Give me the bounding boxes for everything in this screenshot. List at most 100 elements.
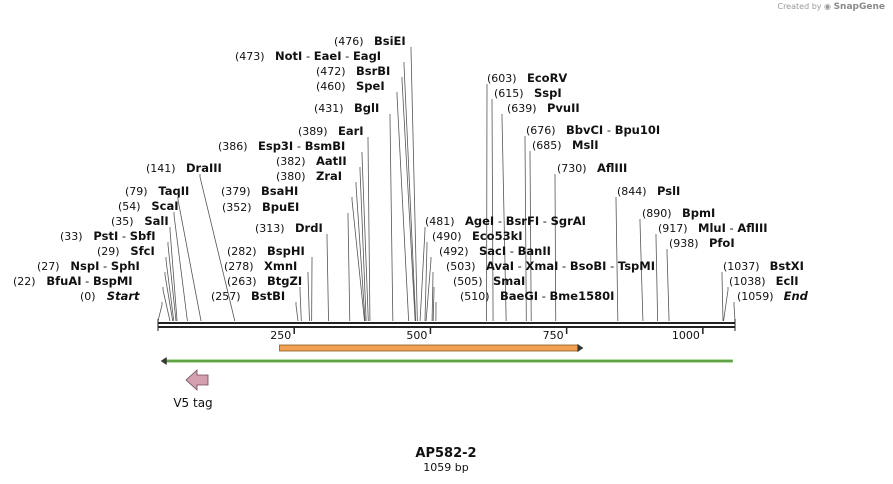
restriction-site[interactable]: (460) SpeI — [316, 79, 385, 93]
restriction-site[interactable]: (1038) EclI — [729, 274, 799, 288]
restriction-site[interactable]: (615) SspI — [494, 86, 562, 100]
site-leader-line — [162, 287, 171, 322]
site-enzyme-name: MslI — [572, 138, 599, 152]
restriction-site[interactable]: (22) BfuAI - BspMI — [13, 274, 133, 288]
restriction-site[interactable]: (29) SfcI — [97, 244, 155, 258]
site-position: (476) — [334, 35, 364, 48]
restriction-site[interactable]: (389) EarI — [298, 124, 364, 138]
restriction-site[interactable]: (1037) BstXI — [723, 259, 804, 273]
site-leader-line — [355, 182, 366, 322]
site-enzyme-name: SfcI — [130, 244, 154, 258]
site-leader-line — [666, 249, 670, 322]
orange-feature-bar[interactable] — [279, 344, 579, 352]
site-separator: - — [118, 229, 129, 243]
site-position: (35) — [111, 215, 134, 228]
site-position: (639) — [507, 102, 537, 115]
restriction-site[interactable]: (492) SacI - BanII — [439, 244, 551, 258]
restriction-site[interactable]: (352) BpuEI — [222, 200, 299, 214]
site-enzyme-name: Eco53kI — [472, 229, 523, 243]
site-leader-line — [173, 212, 188, 322]
site-position: (503) — [446, 260, 476, 273]
site-leader-line — [403, 62, 417, 322]
restriction-site[interactable]: (503) AvaI - XmaI - BsoBI - TspMI — [446, 259, 655, 273]
restriction-site[interactable]: (79) TaqII — [125, 184, 189, 198]
site-enzyme-name: BtgZI — [267, 274, 302, 288]
site-leader-line — [501, 114, 507, 322]
restriction-site[interactable]: (473) NotI - EaeI - EagI — [235, 49, 381, 63]
site-separator: - — [293, 139, 304, 153]
site-enzyme-part: AvaI — [486, 259, 514, 273]
site-leader-line — [721, 272, 724, 322]
site-enzyme-name: DrdI — [295, 221, 323, 235]
site-position: (505) — [453, 275, 483, 288]
restriction-site[interactable]: (27) NspI - SphI — [37, 259, 140, 273]
restriction-site[interactable]: (476) BsiEI — [334, 34, 406, 48]
site-separator: - — [539, 214, 550, 228]
restriction-site[interactable]: (472) BsrBI — [316, 64, 390, 78]
site-leader-line — [169, 227, 178, 322]
restriction-site[interactable]: (278) XmnI — [224, 259, 297, 273]
site-position: (730) — [557, 162, 587, 175]
site-enzyme-part: AflIII — [737, 221, 767, 235]
restriction-site[interactable]: (510) BaeGI - Bme1580I — [460, 289, 614, 303]
site-position: (27) — [37, 260, 60, 273]
restriction-site[interactable]: (431) BglI — [314, 101, 379, 115]
restriction-site[interactable]: (490) Eco53kI — [432, 229, 523, 243]
map-title: AP582-2 — [415, 446, 476, 461]
site-enzyme-name: BpmI — [682, 206, 715, 220]
restriction-site[interactable]: (890) BpmI — [642, 206, 715, 220]
restriction-site[interactable]: (938) PfoI — [669, 236, 735, 250]
restriction-site[interactable]: (386) Esp3I - BsmBI — [218, 139, 345, 153]
restriction-site[interactable]: (141) DraIII — [146, 161, 222, 175]
restriction-site[interactable]: (603) EcoRV — [487, 71, 567, 85]
site-position: (431) — [314, 102, 344, 115]
restriction-site[interactable]: (382) AatII — [276, 154, 347, 168]
site-leader-line — [367, 137, 371, 322]
restriction-site[interactable]: (505) SmaI — [453, 274, 525, 288]
site-enzyme-name: SacI - BanII — [479, 244, 551, 258]
site-leader-line — [199, 174, 236, 322]
site-leader-line — [733, 302, 736, 322]
site-separator: - — [341, 49, 352, 63]
v5-tag-arrow-icon[interactable] — [185, 369, 209, 391]
site-leader-line — [723, 287, 729, 322]
site-enzyme-name: BfuAI - BspMI — [46, 274, 132, 288]
site-position: (54) — [118, 200, 141, 213]
site-enzyme-name: BstBI — [251, 289, 285, 303]
site-leader-line — [432, 287, 435, 322]
site-leader-lines — [157, 47, 736, 322]
restriction-site[interactable]: (263) BtgZI — [227, 274, 302, 288]
site-enzyme-part: SbfI — [130, 229, 156, 243]
restriction-site[interactable]: (481) AgeI - BsrFI - SgrAI — [425, 214, 586, 228]
restriction-site[interactable]: (844) PslI — [617, 184, 680, 198]
restriction-site[interactable]: (639) PvuII — [507, 101, 580, 115]
restriction-site[interactable]: (35) SalI — [111, 214, 169, 228]
restriction-site[interactable]: (1059) End — [737, 289, 809, 303]
site-enzyme-name: AatII — [316, 154, 347, 168]
restriction-site[interactable]: (379) BsaHI — [221, 184, 298, 198]
restriction-site[interactable]: (0) Start — [80, 289, 140, 303]
restriction-site[interactable]: (676) BbvCI - Bpu10I — [526, 123, 660, 137]
site-enzyme-name: SspI — [534, 86, 562, 100]
restriction-site[interactable]: (730) AflIII — [557, 161, 627, 175]
site-position: (141) — [146, 162, 176, 175]
site-position: (510) — [460, 290, 490, 303]
restriction-site[interactable]: (54) ScaI — [118, 199, 179, 213]
site-position: (263) — [227, 275, 257, 288]
restriction-site[interactable]: (313) DrdI — [255, 221, 323, 235]
features-layer: V5 tag — [160, 344, 733, 410]
site-leader-line — [164, 272, 174, 322]
restriction-site[interactable]: (33) PstI - SbfI — [60, 229, 156, 243]
restriction-site[interactable]: (380) ZraI — [276, 169, 342, 183]
site-separator: - — [514, 259, 525, 273]
restriction-site[interactable]: (685) MslI — [532, 138, 599, 152]
restriction-site[interactable]: (257) BstBI — [211, 289, 285, 303]
restriction-site[interactable]: (917) MluI - AflIII — [658, 221, 768, 235]
site-position: (473) — [235, 50, 265, 63]
site-enzyme-name: PstI - SbfI — [93, 229, 155, 243]
v5-tag-label: V5 tag — [173, 396, 212, 410]
restriction-site[interactable]: (282) BspHI — [227, 244, 305, 258]
site-enzyme-name: BglI — [354, 101, 379, 115]
snapgene-logo-icon: ◉ — [824, 2, 832, 11]
